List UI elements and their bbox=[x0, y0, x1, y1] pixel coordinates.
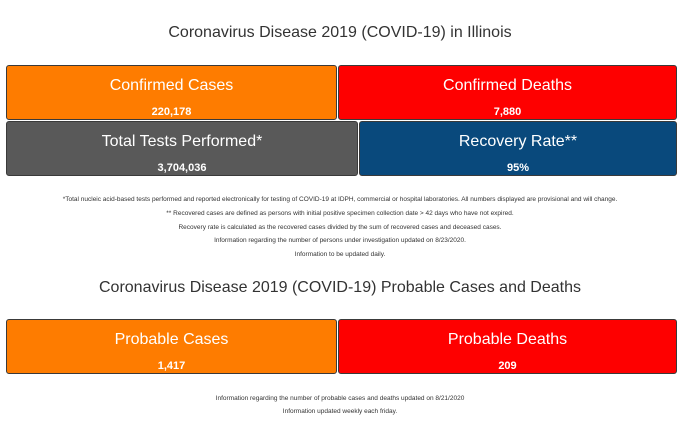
probable-footnote-frequency: Information updated weekly each friday. bbox=[282, 408, 398, 415]
footnote-recovered: ** Recovered cases are defined as person… bbox=[166, 210, 514, 217]
confirmed-cases-value: 220,178 bbox=[151, 106, 192, 118]
probable-section-title: Coronavirus Disease 2019 (COVID-19) Prob… bbox=[98, 279, 581, 296]
recovery-rate-value: 95% bbox=[506, 162, 530, 174]
recovery-rate-card: Recovery Rate** 95% bbox=[359, 121, 677, 176]
footnote-recovery-rate: Recovery rate is calculated as the recov… bbox=[178, 224, 502, 231]
total-tests-value: 3,704,036 bbox=[157, 162, 207, 174]
probable-cases-label: Probable Cases bbox=[114, 331, 229, 348]
probable-deaths-value: 209 bbox=[498, 360, 517, 372]
probable-cases-value: 1,417 bbox=[157, 360, 186, 372]
total-tests-label: Total Tests Performed* bbox=[101, 133, 263, 150]
confirmed-deaths-value: 7,880 bbox=[493, 106, 522, 118]
total-tests-card: Total Tests Performed* 3,704,036 bbox=[6, 121, 358, 176]
probable-cases-card: Probable Cases 1,417 bbox=[6, 319, 337, 374]
confirmed-cases-card: Confirmed Cases 220,178 bbox=[6, 65, 337, 120]
confirmed-deaths-label: Confirmed Deaths bbox=[443, 77, 572, 94]
probable-footnote-update: Information regarding the number of prob… bbox=[215, 395, 465, 402]
page-title: Coronavirus Disease 2019 (COVID-19) in I… bbox=[168, 24, 512, 41]
confirmed-cases-label: Confirmed Cases bbox=[109, 77, 234, 94]
recovery-rate-label: Recovery Rate** bbox=[458, 133, 578, 150]
footnote-pui-update: Information regarding the number of pers… bbox=[214, 237, 466, 244]
probable-deaths-card: Probable Deaths 209 bbox=[338, 319, 677, 374]
footnote-tests: *Total nucleic acid-based tests performe… bbox=[62, 196, 618, 203]
probable-deaths-label: Probable Deaths bbox=[447, 331, 568, 348]
footnote-update-frequency: Information to be updated daily. bbox=[294, 251, 386, 258]
confirmed-deaths-card: Confirmed Deaths 7,880 bbox=[338, 65, 677, 120]
